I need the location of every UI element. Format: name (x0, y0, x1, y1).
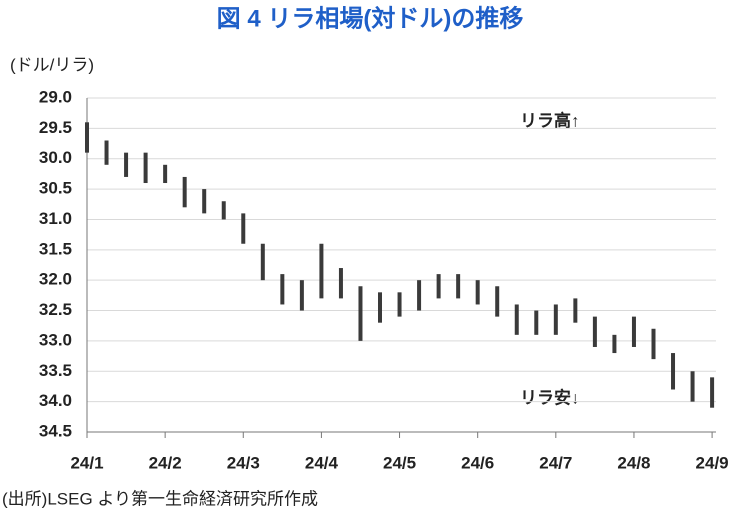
y-tick-label: 29.0 (39, 87, 72, 106)
x-tick-label: 24/9 (696, 453, 729, 472)
y-tick-label: 34.5 (39, 421, 72, 440)
x-tick-label: 24/7 (539, 453, 572, 472)
x-tick-label: 24/6 (461, 453, 494, 472)
y-tick-label: 30.5 (39, 179, 72, 198)
x-tick-label: 24/8 (617, 453, 650, 472)
y-tick-label: 29.5 (39, 118, 72, 137)
chart-title: 図 4 リラ相場(対ドル)の推移 (217, 5, 524, 32)
annotation: リラ高↑ (520, 110, 580, 130)
x-tick-label: 24/2 (149, 453, 182, 472)
y-tick-label: 31.0 (39, 209, 72, 228)
y-tick-label: 33.0 (39, 330, 72, 349)
source-note: (出所)LSEG より第一生命経済研究所作成 (2, 489, 318, 508)
y-tick-label: 32.0 (39, 270, 72, 289)
x-tick-label: 24/4 (305, 453, 339, 472)
x-tick-label: 24/3 (227, 453, 260, 472)
y-tick-label: 30.0 (39, 148, 72, 167)
x-tick-label: 24/1 (70, 453, 103, 472)
y-axis-label: (ドル/リラ) (10, 55, 94, 74)
x-tick-label: 24/5 (383, 453, 416, 472)
y-tick-label: 33.5 (39, 361, 72, 380)
annotation: リラ安↓ (520, 387, 580, 407)
y-tick-label: 34.0 (39, 391, 72, 410)
y-tick-label: 32.5 (39, 300, 72, 319)
y-tick-label: 31.5 (39, 239, 72, 258)
